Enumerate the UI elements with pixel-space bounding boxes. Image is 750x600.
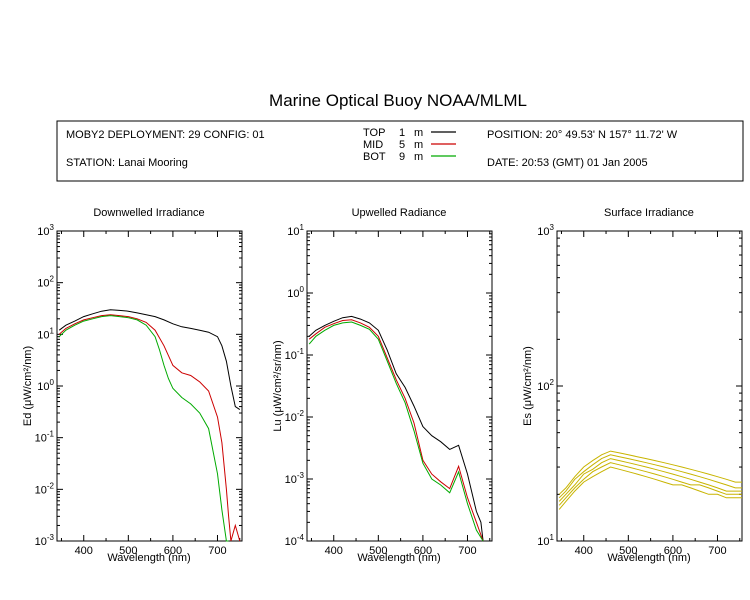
y-tick-label: 10-1	[35, 430, 55, 445]
series-line-surface	[558, 458, 742, 502]
position-text: POSITION: 20° 49.53' N 157° 11.72' W	[487, 129, 678, 141]
y-tick-label: 103	[537, 223, 554, 238]
series-line-surface	[558, 466, 742, 510]
axis-ticks: 400 500 600 700 101 102 103	[537, 223, 742, 557]
legend-bot-depth: 9	[399, 151, 405, 163]
series-line-top	[308, 315, 484, 542]
page-title: Marine Optical Buoy NOAA/MLML	[269, 91, 527, 110]
data-lines	[308, 315, 484, 542]
series-line-bot	[58, 315, 229, 542]
data-lines	[558, 450, 742, 510]
x-axis-label: Wavelength (nm)	[607, 552, 690, 564]
legend-bot-label: BOT	[363, 151, 386, 163]
y-tick-label: 10-2	[35, 481, 55, 496]
x-tick-label: 600	[664, 545, 682, 557]
panel-surface-irradiance: Surface Irradiance 400 500 600 700 101 102 103…	[522, 207, 743, 564]
axis-ticks: 400 500 600 700 10-3 10-2 10-1 100 101 102 103	[35, 223, 242, 557]
plot-frame	[56, 230, 243, 542]
depth-legend: TOP 1 m MID 5 m BOT 9 m	[363, 127, 456, 163]
legend-mid-depth: 5	[399, 139, 405, 151]
y-tick-label: 101	[287, 223, 304, 238]
legend-top-depth: 1	[399, 127, 405, 139]
info-box: MOBY2 DEPLOYMENT: 29 CONFIG: 01 STATION:…	[56, 120, 744, 182]
y-tick-label: 100	[287, 285, 304, 300]
series-line-surface	[558, 454, 742, 499]
x-tick-label: 400	[75, 545, 93, 557]
y-tick-label: 102	[537, 378, 554, 393]
legend-mid-label: MID	[363, 139, 383, 151]
series-line-surface	[558, 462, 742, 506]
y-tick-label: 101	[37, 326, 54, 341]
axis-ticks: 400 500 600 700 10-4 10-3 10-2 10-1 100 101	[285, 223, 492, 557]
y-axis-label: Es (μW/cm²/nm)	[522, 346, 534, 426]
series-line-surface	[558, 450, 742, 495]
series-line-top	[58, 309, 241, 411]
y-axis-label: Ed (μW/cm²/nm)	[22, 346, 34, 426]
series-line-mid	[308, 319, 484, 542]
y-axis-label: Lu (μW/cm²/sr/nm)	[272, 340, 284, 431]
y-tick-label: 10-4	[285, 533, 305, 548]
x-axis-label: Wavelength (nm)	[107, 552, 190, 564]
x-tick-label: 400	[325, 545, 343, 557]
x-tick-label: 600	[414, 545, 432, 557]
panel-title: Downwelled Irradiance	[93, 207, 204, 219]
panel-title: Surface Irradiance	[604, 207, 694, 219]
legend-top-unit: m	[414, 127, 423, 139]
y-tick-label: 10-3	[285, 471, 305, 486]
x-tick-label: 700	[708, 545, 726, 557]
panel-upwelled-radiance: Upwelled Radiance 400 500 600 700 10-4 10-3 10…	[272, 207, 493, 564]
deployment-text: MOBY2 DEPLOYMENT: 29 CONFIG: 01	[66, 129, 265, 141]
date-text: DATE: 20:53 (GMT) 01 Jan 2005	[487, 157, 648, 169]
series-line-bot	[308, 321, 484, 542]
y-tick-label: 103	[37, 223, 54, 238]
data-lines	[58, 309, 241, 542]
y-tick-label: 102	[37, 275, 54, 290]
panel-downwelled-irradiance: Downwelled Irradiance 400 500 600 700 10-3 10…	[22, 207, 243, 564]
legend-top-label: TOP	[363, 127, 385, 139]
y-tick-label: 101	[537, 533, 554, 548]
x-tick-label: 500	[119, 545, 137, 557]
panel-title: Upwelled Radiance	[352, 207, 447, 219]
series-line-mid	[58, 314, 241, 542]
y-tick-label: 10-2	[285, 409, 305, 424]
x-tick-label: 700	[208, 545, 226, 557]
info-box-frame	[56, 120, 744, 182]
x-tick-label: 400	[575, 545, 593, 557]
station-text: STATION: Lanai Mooring	[66, 157, 188, 169]
y-tick-label: 100	[37, 378, 54, 393]
x-axis-label: Wavelength (nm)	[357, 552, 440, 564]
y-tick-label: 10-3	[35, 533, 55, 548]
legend-bot-unit: m	[414, 151, 423, 163]
y-tick-label: 10-1	[285, 347, 305, 362]
x-tick-label: 500	[619, 545, 637, 557]
x-tick-label: 600	[164, 545, 182, 557]
x-tick-label: 700	[458, 545, 476, 557]
x-tick-label: 500	[369, 545, 387, 557]
plot-frame	[306, 230, 493, 542]
legend-mid-unit: m	[414, 139, 423, 151]
